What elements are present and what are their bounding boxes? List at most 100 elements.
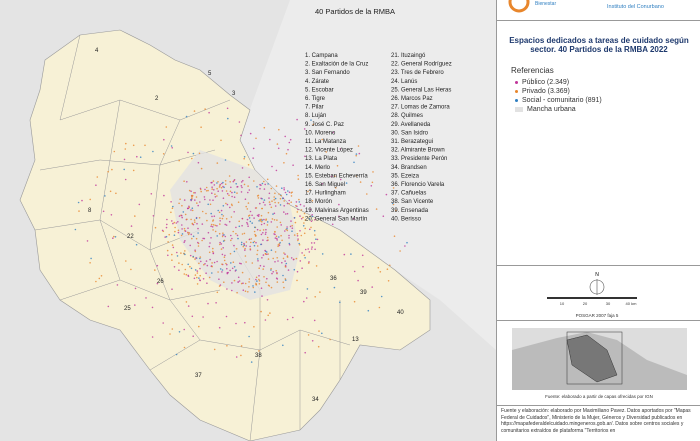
- care-point: [145, 297, 147, 299]
- care-point: [174, 226, 176, 229]
- care-point: [192, 152, 195, 155]
- care-point: [156, 264, 159, 267]
- care-point: [248, 281, 250, 283]
- care-point: [183, 199, 186, 201]
- legend-swatch: [515, 90, 518, 93]
- care-point: [211, 272, 213, 274]
- care-point: [274, 201, 276, 204]
- care-point: [178, 331, 181, 333]
- care-point: [285, 152, 288, 155]
- care-point: [283, 211, 285, 213]
- partido-item: 29. Avellaneda: [391, 122, 431, 128]
- care-point: [333, 286, 336, 289]
- care-point: [273, 196, 276, 198]
- care-point: [300, 209, 303, 211]
- care-point: [86, 240, 89, 242]
- care-point: [241, 233, 244, 235]
- care-point: [339, 148, 342, 150]
- panel-title: Espacios dedicados a tareas de cuidado s…: [509, 36, 689, 54]
- care-point: [231, 282, 233, 284]
- care-point: [277, 202, 280, 204]
- care-point: [310, 220, 313, 222]
- legend-title: Referencias: [511, 66, 554, 75]
- care-point: [261, 220, 263, 223]
- care-point: [211, 215, 213, 218]
- care-point: [226, 345, 228, 347]
- care-point: [308, 218, 311, 220]
- care-point: [190, 218, 192, 221]
- legend-label: Privado (3.369): [522, 88, 570, 95]
- care-point: [173, 221, 176, 224]
- care-point: [205, 272, 207, 275]
- care-point: [223, 281, 225, 284]
- care-point: [183, 346, 186, 349]
- care-point: [399, 250, 401, 252]
- care-point: [166, 218, 168, 221]
- care-point: [195, 196, 198, 198]
- care-point: [165, 226, 168, 229]
- partido-item: 34. Brandsen: [391, 165, 427, 171]
- care-point: [329, 338, 331, 341]
- care-point: [187, 263, 189, 266]
- care-point: [296, 233, 299, 235]
- care-point: [196, 276, 198, 279]
- care-point: [252, 286, 255, 289]
- inset-frame: [566, 331, 623, 385]
- care-point: [217, 271, 219, 273]
- care-point: [286, 318, 289, 321]
- care-point: [166, 249, 169, 252]
- care-point: [182, 211, 185, 213]
- care-point: [257, 260, 259, 262]
- care-point: [261, 257, 263, 259]
- care-point: [222, 232, 224, 234]
- care-point: [194, 249, 196, 251]
- legend-item: Mancha urbana: [515, 106, 700, 113]
- legend: Público (2.349) Privado (3.369) Social - c…: [515, 79, 700, 113]
- care-point: [125, 260, 127, 262]
- care-point: [218, 278, 220, 281]
- care-point: [352, 218, 355, 220]
- care-point: [319, 291, 321, 293]
- care-point: [304, 155, 306, 158]
- care-point: [252, 241, 255, 244]
- care-point: [188, 206, 191, 209]
- care-point: [225, 315, 228, 318]
- care-point: [214, 224, 217, 227]
- care-point: [256, 195, 259, 197]
- care-point: [267, 258, 270, 260]
- care-point: [225, 190, 228, 192]
- care-point: [245, 245, 247, 247]
- care-point: [214, 230, 217, 233]
- care-point: [303, 128, 306, 130]
- care-point: [359, 181, 362, 183]
- care-point: [301, 267, 303, 270]
- care-point: [260, 233, 263, 236]
- care-point: [229, 252, 232, 255]
- care-point: [200, 126, 202, 128]
- care-point: [233, 191, 236, 193]
- care-point: [195, 217, 198, 220]
- care-point: [210, 212, 212, 215]
- care-point: [330, 175, 333, 177]
- partido-item: 4. Zárate: [305, 79, 330, 85]
- care-point: [280, 234, 282, 237]
- care-point: [299, 260, 302, 262]
- care-point: [227, 117, 229, 120]
- care-point: [338, 203, 340, 206]
- care-point: [276, 143, 279, 145]
- partido-item: 19. Malvinas Argentinas: [305, 208, 369, 214]
- care-point: [304, 248, 307, 251]
- care-point: [130, 268, 132, 271]
- care-point: [302, 216, 304, 219]
- care-point: [181, 216, 183, 219]
- care-point: [210, 223, 213, 226]
- care-point: [212, 247, 214, 250]
- care-point: [225, 218, 228, 220]
- care-point: [224, 223, 226, 226]
- care-point: [262, 201, 265, 204]
- care-point: [209, 242, 211, 244]
- care-point: [247, 164, 250, 166]
- care-point: [313, 319, 316, 322]
- care-point: [204, 198, 206, 201]
